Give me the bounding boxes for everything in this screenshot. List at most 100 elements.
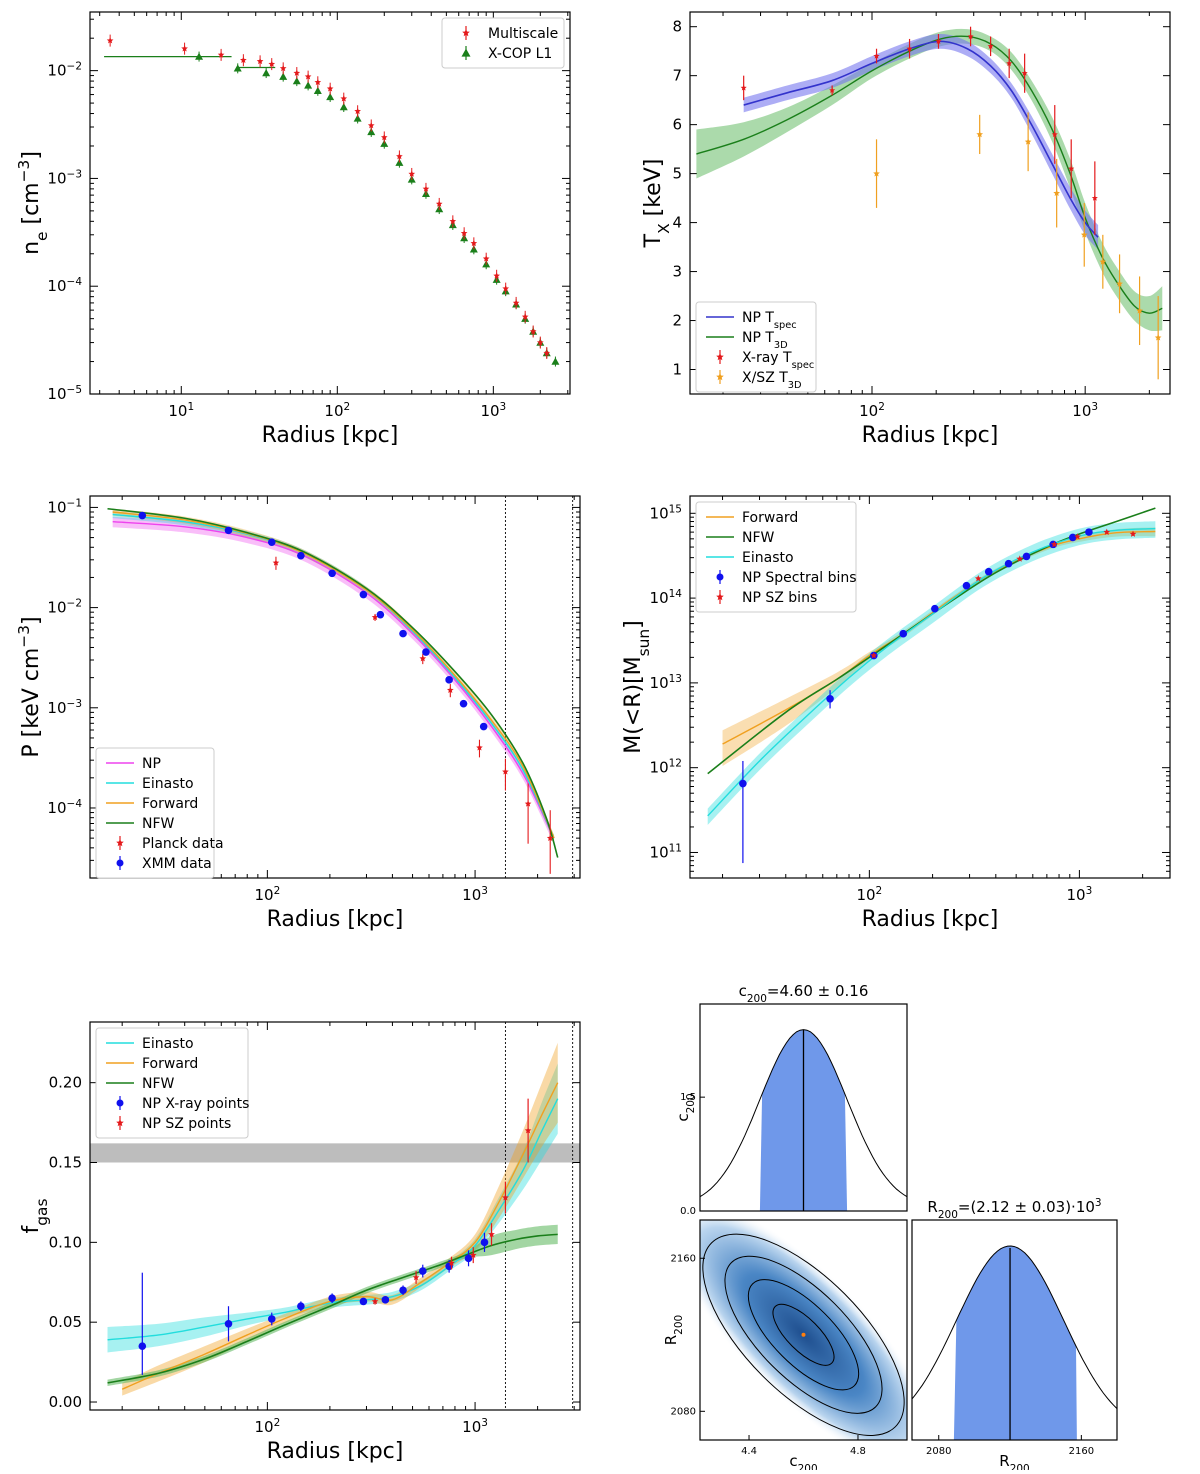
x-axis-label: Radius [kpc] <box>267 907 404 932</box>
r200-x-label: R200 <box>999 1452 1029 1470</box>
y-tick-label: 5 <box>672 165 682 183</box>
legend-label: Multiscale <box>488 26 558 42</box>
band-np-t3d <box>696 28 1163 332</box>
y-tick-label: 10−2 <box>47 61 82 80</box>
legend-marker <box>116 1119 124 1127</box>
planck-point <box>476 744 483 751</box>
multiscale-point <box>354 107 361 115</box>
xray-point <box>480 1238 489 1247</box>
line-np-tspec <box>743 40 1099 238</box>
multiscale-point <box>217 51 225 58</box>
xray-tspec-point <box>1091 194 1098 201</box>
spectral-bin-point <box>984 567 993 576</box>
legend-label: Einasto <box>142 1036 194 1052</box>
multiscale-point <box>326 85 334 92</box>
spectral-bin-point <box>931 604 939 613</box>
xcop-point <box>233 64 242 72</box>
multiscale-point <box>512 299 520 306</box>
multiscale-point <box>529 328 537 335</box>
sz-bin-point <box>1129 530 1137 537</box>
legend-label: NP SZ points <box>142 1116 231 1132</box>
planck-point <box>502 768 509 775</box>
y-tick-label: 10−4 <box>47 798 82 817</box>
multiscale-point <box>304 73 312 80</box>
y-tick-label: 0.15 <box>49 1154 82 1172</box>
line-np <box>112 521 551 831</box>
y-tick-label: 10−1 <box>47 497 82 516</box>
multiscale-point <box>502 285 510 292</box>
xray-point <box>328 1294 336 1303</box>
xray-point <box>418 1267 427 1275</box>
cosmic-baryon-band <box>90 1143 580 1163</box>
xray-tspec-point <box>1021 70 1028 76</box>
planck-point <box>371 613 379 621</box>
planck-point <box>524 800 532 807</box>
xmm-point <box>297 551 305 560</box>
legend-label: Einasto <box>742 550 794 566</box>
multiscale-point <box>536 339 544 346</box>
xray-point <box>297 1302 305 1311</box>
xmm-point <box>328 569 336 578</box>
sz-point <box>524 1127 532 1134</box>
legend-label: NP Spectral bins <box>742 570 857 586</box>
multiscale-point <box>449 217 457 225</box>
axes-frame <box>689 11 1171 395</box>
y-axis-label: M(<R)[Msun] <box>621 620 653 754</box>
spectral-bin-point <box>1004 559 1013 568</box>
y-tick-label: 2160 <box>671 1253 696 1264</box>
x-tick-label: 102 <box>254 1417 280 1436</box>
y-tick-label: 1015 <box>650 503 682 522</box>
x-tick-label: 103 <box>462 885 488 904</box>
y-tick-label: 4 <box>672 214 682 232</box>
xray-tspec-point <box>873 52 880 59</box>
c200-y-label: c200 <box>674 1093 697 1121</box>
y-axis-label: fgas <box>19 1199 51 1234</box>
y-tick-label: 7 <box>672 67 682 85</box>
xray-point <box>464 1254 473 1263</box>
xcop-point <box>292 77 301 85</box>
xsz-t3d-point <box>1099 258 1107 265</box>
y-tick-label: 0.20 <box>49 1074 82 1092</box>
legend-label: NFW <box>142 816 175 832</box>
xray-tspec-point <box>1051 131 1058 138</box>
xray-tspec-point <box>829 87 836 93</box>
multiscale-point <box>340 95 348 102</box>
planck-point <box>546 834 554 841</box>
xmm-point <box>445 676 453 684</box>
x-tick-label: 103 <box>462 1417 488 1436</box>
xsz-t3d-point <box>1080 231 1088 238</box>
xcop-point <box>339 102 348 111</box>
r200-y-label: R200 <box>662 1315 685 1345</box>
multiscale-point <box>408 170 416 177</box>
y-tick-label: 1 <box>672 361 682 379</box>
xcop-point <box>279 72 288 80</box>
xmm-point <box>422 648 430 656</box>
xray-tspec-point <box>935 38 942 44</box>
y-tick-label: 0.0 <box>680 1206 696 1217</box>
xsz-t3d-point <box>1136 307 1143 314</box>
y-tick-label: 10−3 <box>47 698 82 717</box>
planck-point <box>419 655 427 662</box>
kde-contour <box>772 1303 835 1366</box>
kde-contour <box>747 1279 860 1391</box>
legend-label: NP SZ bins <box>742 590 817 606</box>
sz-point <box>412 1273 420 1281</box>
y-axis-label: TX [keV] <box>641 159 673 249</box>
xray-tspec-point <box>1068 165 1075 172</box>
spectral-bin-point <box>1022 552 1031 561</box>
xray-point <box>267 1315 276 1323</box>
xray-tspec-point <box>1006 60 1013 67</box>
legend-label: NFW <box>742 530 775 546</box>
chart-ne: 101 102 103 10−5 10−4 10−3 10−2 Multiscale X-COP… <box>15 11 571 448</box>
multiscale-point <box>470 239 478 247</box>
sz-bin-point <box>1074 533 1081 540</box>
r200-title: R200=(2.12 ± 0.03)·103 <box>927 1197 1101 1221</box>
legend-label: NFW <box>142 1076 175 1092</box>
xmm-point <box>138 511 147 520</box>
legend-label: XMM data <box>142 856 212 872</box>
x-tick-label: 2080 <box>926 1446 951 1457</box>
legend-label: Forward <box>742 510 798 526</box>
y-tick-label: 0.10 <box>49 1233 82 1251</box>
